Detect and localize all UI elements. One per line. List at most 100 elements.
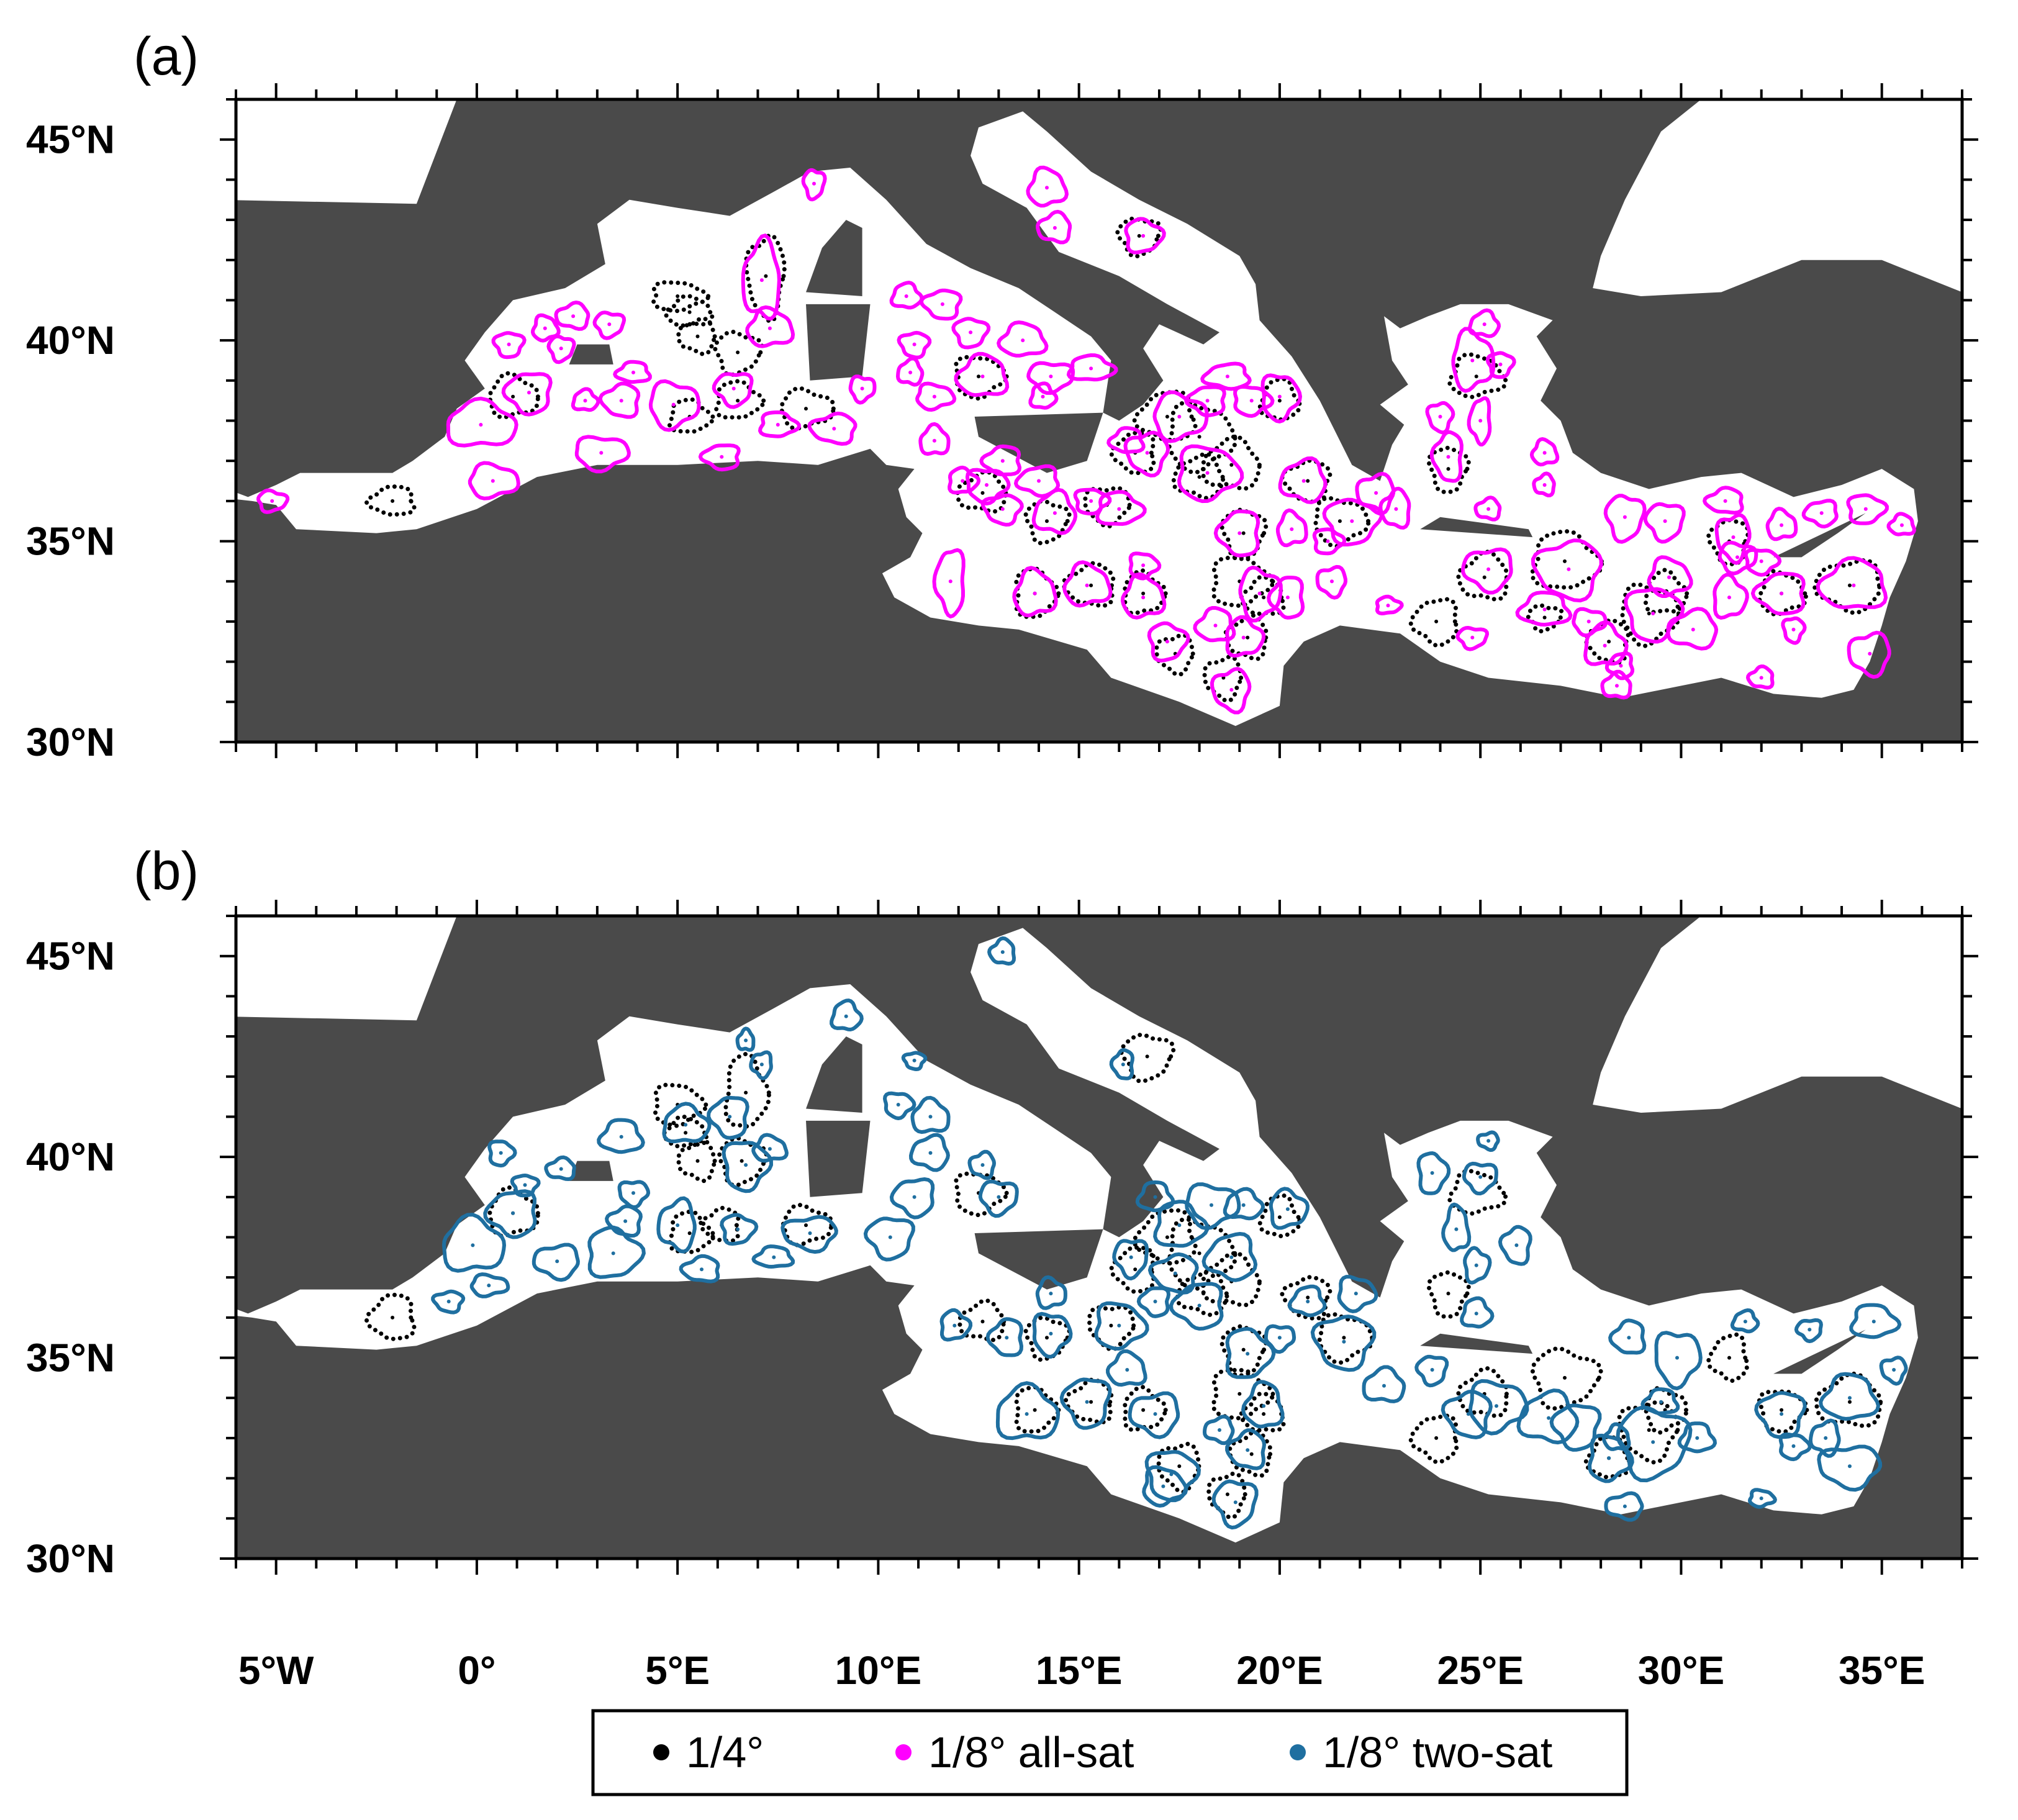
sea-area	[236, 916, 1962, 1543]
eddy-contour-all-sat-center	[1470, 358, 1475, 363]
eddy-contour-two-sat	[735, 1026, 756, 1052]
eddy-contour-all-sat	[1106, 426, 1146, 454]
eddy-contour-all-sat	[1152, 390, 1209, 443]
eddy-contour-all-sat-center	[1277, 394, 1282, 399]
eddy-contour-quarter-degree	[667, 1209, 715, 1254]
eddy-contour-all-sat	[1703, 486, 1744, 515]
eddy-contour-two-sat-center	[952, 1323, 957, 1328]
lon-tick-label: 35°E	[1839, 1648, 1925, 1693]
eddy-contour-all-sat-center	[1205, 471, 1210, 475]
eddy-contour-quarter-degree-center	[1482, 575, 1486, 579]
eddy-contour-all-sat	[954, 351, 1010, 397]
eddy-contour-all-sat	[1801, 499, 1839, 528]
eddy-contour-two-sat-center	[1627, 1336, 1631, 1340]
eddy-contour-all-sat-center	[1723, 499, 1727, 503]
legend-box	[591, 1709, 1629, 1796]
eddy-contour-quarter-degree-center	[1089, 1400, 1093, 1404]
eddy-contour-all-sat-center	[270, 499, 274, 503]
legend-marker-quarter-degree	[653, 1744, 669, 1760]
eddy-contour-two-sat	[1604, 1491, 1644, 1522]
eddy-contour-two-sat	[1416, 1151, 1451, 1195]
eddy-contour-all-sat	[574, 435, 631, 474]
eddy-contour-all-sat	[698, 443, 741, 472]
eddy-contour-all-sat-center	[731, 386, 736, 391]
eddy-contour-quarter-degree	[1119, 1033, 1176, 1084]
eddy-contour-quarter-degree-center	[1089, 583, 1093, 587]
eddy-contour-two-sat	[1106, 1349, 1147, 1387]
eddy-contour-quarter-degree	[723, 1051, 771, 1129]
eddy-contour-all-sat	[848, 374, 877, 405]
eddy-contour-all-sat-center	[1145, 451, 1149, 455]
eddy-contour-quarter-degree	[1200, 1251, 1262, 1308]
eddy-contour-all-sat-center	[1486, 567, 1491, 571]
eddy-contour-quarter-degree-center	[1727, 1356, 1731, 1360]
eddy-contour-two-sat	[910, 1095, 951, 1134]
eddy-contour-all-sat-center	[1052, 511, 1057, 515]
island-polygon	[1773, 1329, 1866, 1374]
eddy-contour-quarter-degree-center	[1434, 1436, 1439, 1440]
eddy-contour-quarter-degree-center	[1607, 640, 1611, 644]
eddy-contour-all-sat	[1213, 509, 1260, 558]
eddy-contour-quarter-degree-center	[804, 407, 808, 411]
eddy-contour-two-sat-center	[499, 1151, 503, 1155]
eddy-contour-all-sat	[1485, 351, 1516, 379]
eddy-contour-quarter-degree	[1109, 1245, 1156, 1294]
island-polygon	[1420, 1333, 1533, 1354]
eddy-contour-all-sat-center	[904, 294, 908, 298]
eddy-contour-two-sat-center	[1246, 1352, 1250, 1356]
eddy-contour-all-sat-center	[1651, 612, 1655, 615]
eddy-contour-all-sat	[1193, 606, 1236, 643]
eddy-contour-two-sat-center	[912, 1058, 916, 1062]
eddy-contour-two-sat	[1817, 1444, 1883, 1492]
eddy-contour-all-sat-center	[1213, 623, 1218, 628]
eddy-contour-all-sat-center	[1759, 559, 1763, 563]
eddy-contour-all-sat-center	[671, 402, 676, 407]
eddy-contour-quarter-degree-center	[1165, 415, 1169, 419]
eddy-contour-two-sat-center	[1659, 1400, 1663, 1404]
eddy-contour-all-sat-center	[940, 302, 944, 306]
eddy-contour-quarter-degree-center	[687, 310, 692, 314]
eddy-contour-all-sat-center	[1290, 527, 1294, 532]
eddy-contour-all-sat	[1378, 486, 1411, 530]
eddy-contour-quarter-degree	[1280, 458, 1333, 505]
eddy-contour-all-sat-center	[631, 370, 635, 374]
tick-marks	[220, 900, 1978, 1575]
island-polygon	[806, 1036, 862, 1113]
eddy-contour-two-sat-center	[1121, 1062, 1125, 1067]
legend-label-eighth-two-sat: 1/8° two-sat	[1323, 1728, 1552, 1777]
eddy-contour-all-sat-center	[1470, 635, 1475, 640]
eddy-contour-quarter-degree-center	[740, 1159, 744, 1163]
eddy-contour-two-sat-center	[744, 1163, 748, 1167]
eddy-contour-all-sat	[1095, 490, 1147, 526]
eddy-contour-all-sat	[1026, 165, 1069, 208]
eddy-contour-all-sat	[741, 233, 781, 321]
eddy-contour-all-sat	[712, 372, 754, 409]
eddy-contour-quarter-degree	[1014, 1385, 1061, 1434]
eddy-contour-two-sat-center	[511, 1211, 515, 1215]
eddy-contour-all-sat-center	[1486, 507, 1491, 511]
eddy-contour-two-sat-center	[1153, 1195, 1157, 1199]
eddy-contour-all-sat-center	[932, 394, 936, 399]
eddy-contour-all-sat-center	[1301, 479, 1306, 483]
eddy-contour-quarter-degree	[1530, 1346, 1603, 1411]
eddy-contour-all-sat-center	[932, 438, 936, 443]
eddy-contour-all-sat-center	[961, 479, 965, 483]
eddy-contour-quarter-degree	[1156, 1441, 1201, 1495]
eddy-contour-all-sat	[932, 548, 966, 618]
eddy-contour-quarter-degree-center	[1474, 374, 1478, 379]
lon-tick-label: 25°E	[1437, 1648, 1523, 1693]
eddy-contour-all-sat	[1666, 607, 1719, 651]
panel-label-a: (a)	[133, 27, 199, 86]
eddy-contour-all-sat-center	[720, 455, 724, 459]
lat-tick-label: 40°N	[26, 318, 115, 363]
eddy-contour-quarter-degree	[651, 280, 711, 314]
eddy-contour-two-sat-center	[676, 1223, 680, 1228]
island-polygon	[1420, 517, 1533, 538]
eddy-contour-two-sat-center	[1791, 1444, 1796, 1448]
eddy-contour-all-sat-center	[1326, 539, 1330, 543]
eddy-contour-quarter-degree	[1313, 496, 1371, 549]
eddy-contour-quarter-degree	[1023, 1315, 1072, 1362]
eddy-contour-two-sat-center	[1210, 1203, 1213, 1207]
eddy-contour-quarter-degree-center	[1225, 1492, 1229, 1496]
eddy-contour-all-sat	[965, 468, 1011, 505]
